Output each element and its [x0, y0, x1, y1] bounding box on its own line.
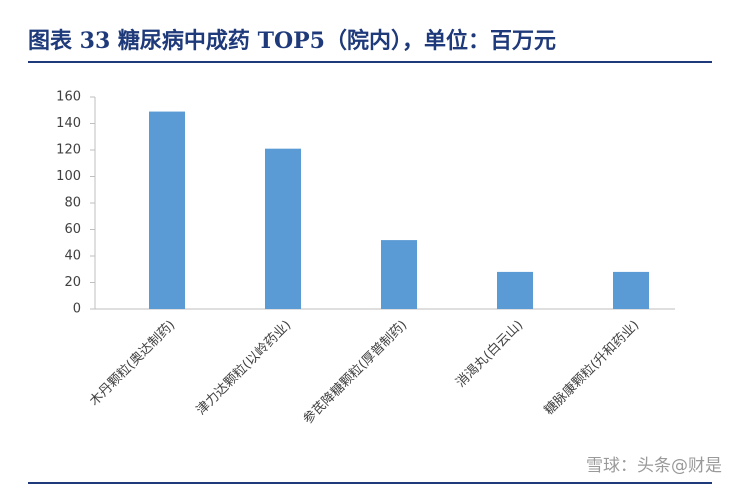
x-tick-label: 消渴丸(白云山): [453, 317, 527, 391]
chart-title: 图表 33 糖尿病中成药 TOP5（院内），单位：百万元: [28, 28, 556, 54]
bar: [265, 148, 301, 309]
y-tick-label: 40: [64, 249, 81, 264]
y-tick-label: 140: [56, 116, 81, 131]
y-tick-label: 80: [64, 196, 81, 211]
y-tick-label: 0: [73, 302, 81, 317]
bar: [497, 271, 533, 309]
bar: [149, 111, 185, 309]
x-tick-label: 木丹颗粒(奥达制药): [87, 318, 178, 409]
watermark: 雪球：头条@财是: [586, 456, 722, 476]
y-tick-label: 120: [56, 143, 81, 158]
y-tick-label: 160: [56, 90, 81, 105]
y-tick-label: 100: [56, 169, 81, 184]
x-tick-label: 参芪降糖颗粒(厚普制药): [300, 317, 410, 427]
y-tick-label: 20: [64, 275, 81, 290]
bar: [613, 271, 649, 309]
x-tick-label: 糖脉康颗粒(升和药业): [541, 317, 642, 418]
y-tick-label: 60: [64, 222, 81, 237]
bar: [381, 240, 417, 309]
x-tick-label: 津力达颗粒(以岭药业): [194, 318, 295, 419]
